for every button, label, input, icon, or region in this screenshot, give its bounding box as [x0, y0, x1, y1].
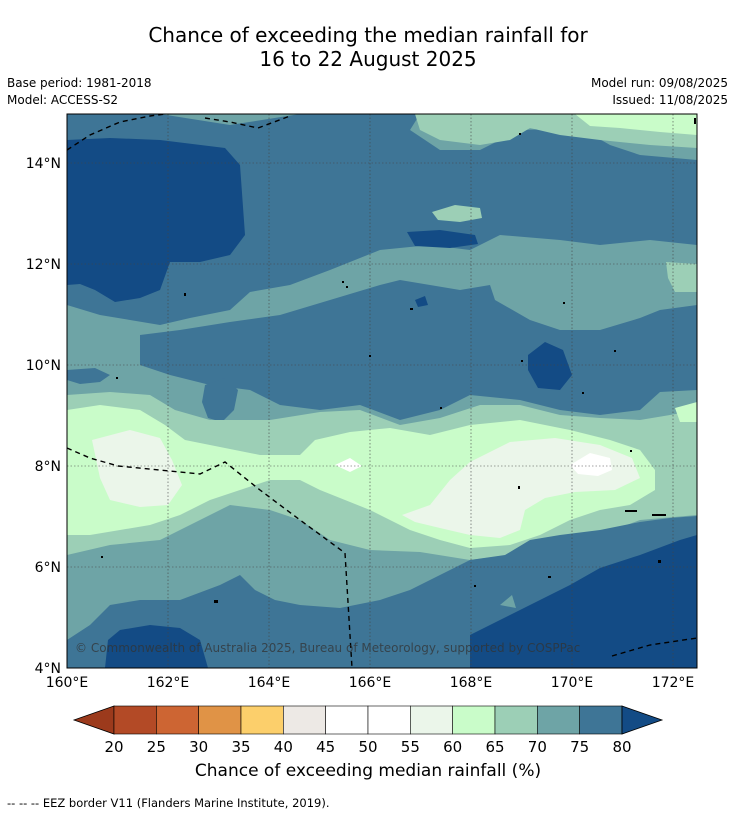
colorbar-segment: [494, 705, 538, 735]
colorbar-tick-label: 55: [401, 738, 420, 756]
contour-80-south-east: [470, 535, 697, 668]
contour-50-55-small-center: [335, 458, 362, 472]
contour-75-80-west-dent: [67, 368, 110, 384]
lon-tick-label: 172°E: [652, 675, 695, 691]
colorbar-segment: [410, 705, 453, 735]
colorbar-segment: [325, 705, 369, 735]
lon-tick-label: 168°E: [450, 675, 493, 691]
lon-tick-label: 162°E: [147, 675, 190, 691]
colorbar-segment: [283, 705, 326, 735]
colorbar-tick-label: 45: [316, 738, 335, 756]
contour-65-70-upper-center: [432, 205, 482, 222]
lon-tick-label: 164°E: [248, 675, 291, 691]
colorbar: [72, 705, 664, 735]
model-name: Model: ACCESS-S2: [7, 93, 119, 107]
colorbar-segment: [579, 705, 623, 735]
lat-tick-label: 8°N: [35, 459, 61, 475]
contour-60-65-east-edge: [675, 402, 697, 422]
rainfall-map: © Commonwealth of Australia 2025, Bureau…: [26, 113, 698, 756]
eez-legend-note: -- -- -- EEZ border V11 (Flanders Marine…: [7, 796, 330, 810]
lat-tick-label: 6°N: [35, 560, 61, 576]
contour-50-55-east: [570, 453, 612, 476]
map-title-line2: 16 to 22 August 2025: [259, 47, 477, 71]
colorbar-over-arrow: [621, 705, 664, 735]
lat-tick-label: 12°N: [26, 257, 61, 273]
colorbar-tick-label: 30: [189, 738, 208, 756]
contour-80-center-blob: [528, 342, 572, 390]
colorbar-tick-label: 20: [104, 738, 123, 756]
colorbar-segment: [198, 705, 242, 735]
contour-70-75-gap-south: [500, 595, 516, 608]
colorbar-label: Chance of exceeding median rainfall (%): [194, 761, 542, 781]
colorbar-tick-label: 70: [528, 738, 547, 756]
colorbar-segment: [156, 705, 199, 735]
colorbar-segment: [113, 705, 157, 735]
colorbar-segment: [537, 705, 580, 735]
colorbar-ticks: 20 25 30 35 40 45 50 55 60 65 70 75 80: [104, 738, 631, 756]
lon-tick-label: 166°E: [349, 675, 392, 691]
contour-65-70-east-edge: [666, 262, 697, 292]
lon-tick-label: 160°E: [46, 675, 89, 691]
colorbar-segment: [367, 705, 411, 735]
colorbar-tick-label: 80: [612, 738, 631, 756]
contour-layer: [67, 114, 697, 668]
contour-80-south-west: [105, 625, 208, 668]
islands: [101, 118, 696, 603]
lon-tick-label: 170°E: [551, 675, 594, 691]
copyright-text: © Commonwealth of Australia 2025, Bureau…: [75, 641, 580, 655]
gridlines: [67, 114, 697, 668]
map-title-line1: Chance of exceeding the median rainfall …: [148, 23, 588, 47]
lat-tick-label: 4°N: [35, 661, 61, 677]
lat-tick-label: 10°N: [26, 358, 61, 374]
contour-80-tiny-blob: [415, 296, 428, 307]
issued-date: Issued: 11/08/2025: [612, 93, 728, 107]
plot-frame: [66, 113, 698, 669]
eez-borders: [66, 113, 698, 669]
colorbar-segment: [240, 705, 284, 735]
contour-60-65-northeast: [575, 114, 697, 135]
colorbar-tick-label: 35: [231, 738, 250, 756]
colorbar-segment: [452, 705, 496, 735]
contour-80-northwest: [67, 138, 245, 302]
longitude-ticks: 160°E 162°E 164°E 166°E 168°E 170°E 172°…: [46, 675, 695, 691]
lat-tick-label: 14°N: [26, 156, 61, 172]
contour-80-upper-center: [407, 230, 478, 248]
colorbar-tick-label: 60: [443, 738, 462, 756]
colorbar-under-arrow: [72, 705, 115, 735]
colorbar-tick-label: 75: [570, 738, 589, 756]
colorbar-tick-label: 65: [485, 738, 504, 756]
colorbar-tick-label: 50: [358, 738, 377, 756]
latitude-ticks: 14°N 12°N 10°N 8°N 6°N 4°N: [26, 156, 61, 677]
colorbar-tick-label: 40: [274, 738, 293, 756]
contour-75-80-small-west: [202, 378, 238, 422]
base-period: Base period: 1981-2018: [7, 76, 152, 90]
colorbar-tick-label: 25: [147, 738, 166, 756]
model-run: Model run: 09/08/2025: [590, 76, 728, 90]
